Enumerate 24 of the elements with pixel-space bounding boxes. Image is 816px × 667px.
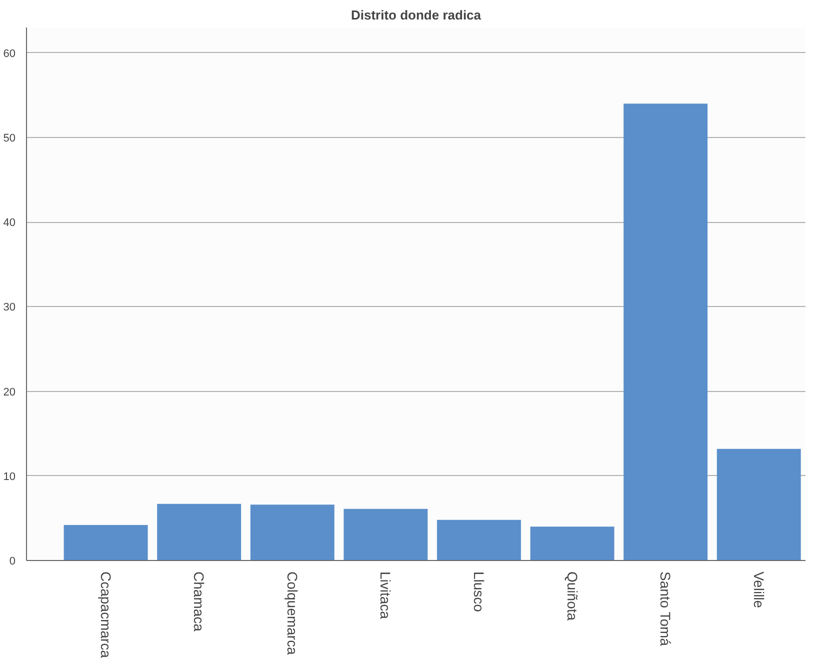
y-tick-label: 30 — [3, 302, 16, 314]
bar — [624, 104, 708, 560]
bar — [64, 524, 148, 560]
x-tick-label: Chamaca — [191, 572, 208, 632]
x-tick-label: Ccapacmarca — [98, 572, 114, 658]
x-tick-label: Santo Tomá — [658, 572, 674, 646]
bar — [716, 448, 801, 560]
y-tick-label: 60 — [3, 48, 16, 60]
y-tick-label: 50 — [3, 132, 16, 144]
y-tick-label: 0 — [9, 556, 16, 568]
bar — [436, 520, 521, 560]
bar — [530, 526, 614, 560]
x-tick-label: Livitaca — [378, 572, 394, 620]
bar — [250, 504, 334, 560]
chart-title: Distrito donde radica — [350, 8, 482, 22]
y-tick-label: 10 — [3, 470, 16, 483]
y-tick-label: 20 — [3, 386, 16, 398]
x-tick-label: Colquemarca — [284, 572, 300, 655]
x-tick-label: Velille — [750, 572, 767, 608]
x-tick-label: Quiñota — [564, 572, 580, 621]
x-tick-label: Llusco — [470, 572, 487, 612]
bar — [344, 508, 428, 560]
bar — [157, 504, 242, 560]
y-tick-label: 40 — [3, 217, 16, 230]
